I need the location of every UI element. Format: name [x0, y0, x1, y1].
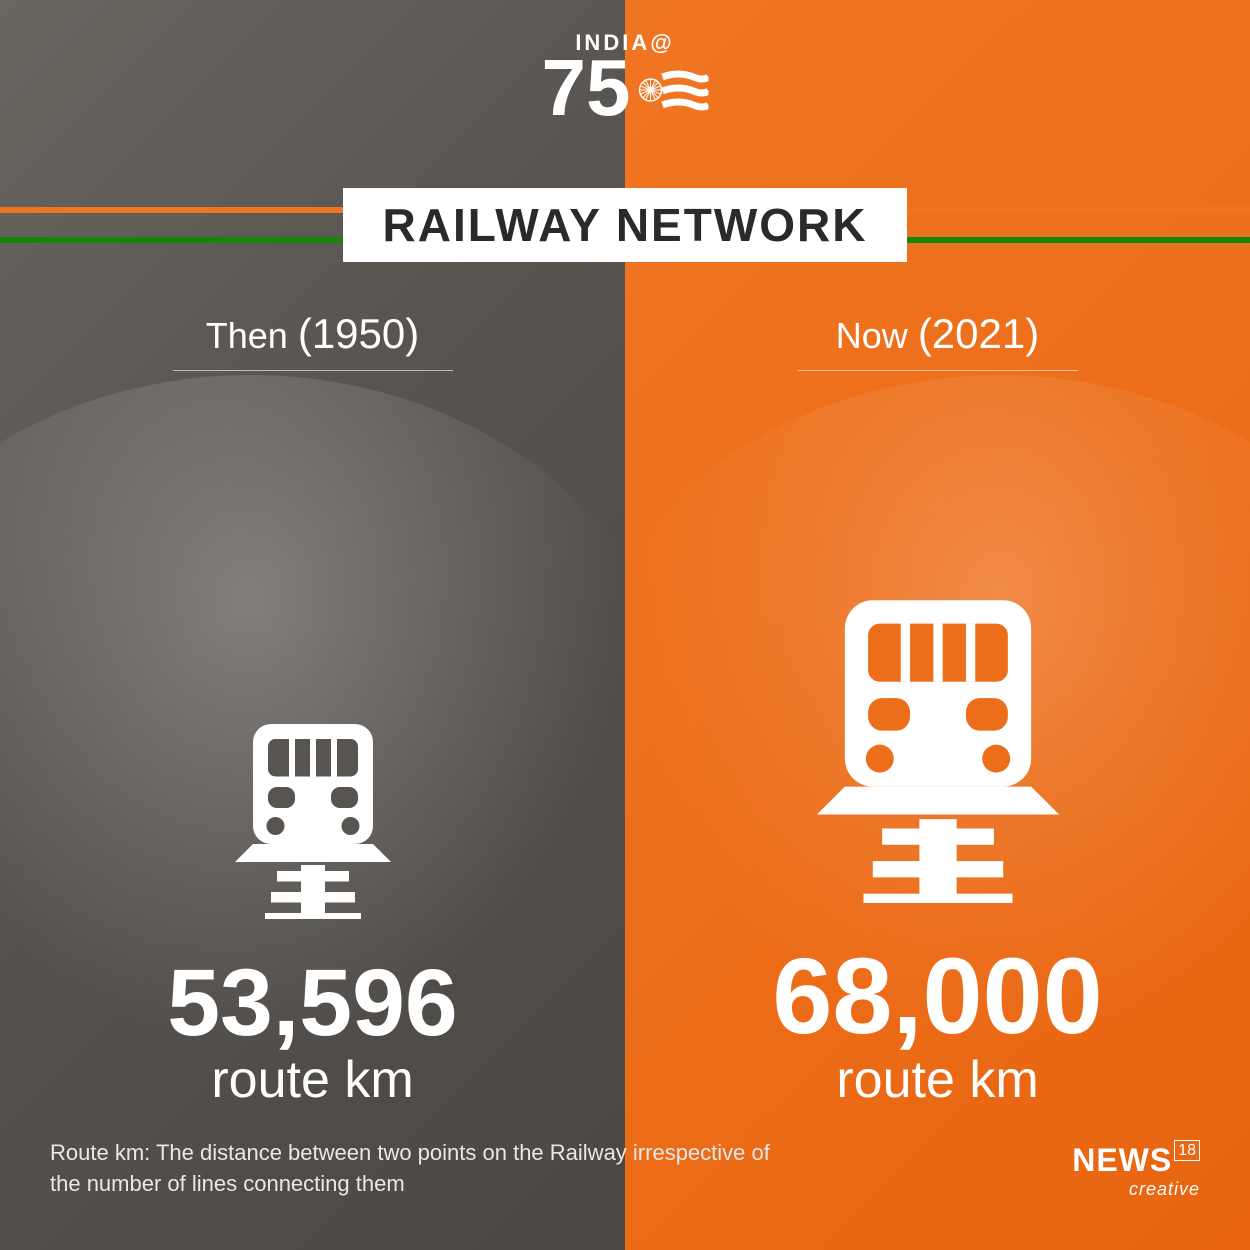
train-icon-then: [223, 709, 403, 919]
credit-sub: creative: [1072, 1179, 1200, 1200]
title-bar: RAILWAY NETWORK: [0, 195, 1250, 255]
period-year-then: (1950): [298, 310, 419, 357]
credit-main: NEWS: [1072, 1142, 1172, 1178]
train-icon-now: [798, 577, 1078, 903]
credit-badge: NEWS18 creative: [1072, 1142, 1200, 1200]
stat-unit-then: route km: [211, 1050, 413, 1110]
flag-wave-icon: [638, 56, 708, 120]
period-prefix-then: Then: [206, 315, 288, 356]
period-prefix-now: Now: [836, 315, 908, 356]
infographic-container: Then (1950) 53,596 route: [0, 0, 1250, 1250]
stat-unit-now: route km: [836, 1050, 1038, 1110]
india-75-logo: INDIA@ 75: [542, 30, 709, 120]
period-label-now: Now (2021): [836, 310, 1039, 358]
period-year-now: (2021): [918, 310, 1039, 357]
footnote-text: Route km: The distance between two point…: [50, 1138, 770, 1200]
logo-75-text: 75: [542, 56, 631, 120]
title-text: RAILWAY NETWORK: [343, 188, 908, 262]
stat-value-then: 53,596: [167, 949, 458, 1058]
logo-75-number: 75: [542, 56, 709, 120]
underline-now: [798, 370, 1078, 371]
credit-sup: 18: [1174, 1140, 1200, 1161]
period-label-then: Then (1950): [206, 310, 419, 358]
stat-value-now: 68,000: [772, 933, 1102, 1058]
underline-then: [173, 370, 453, 371]
